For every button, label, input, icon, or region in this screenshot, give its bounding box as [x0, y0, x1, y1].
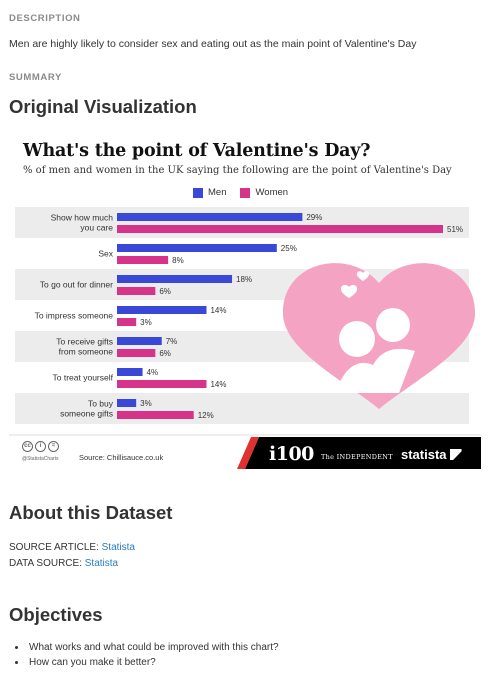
category-label: To treat yourself [53, 373, 114, 383]
legend-item-women: Women [240, 187, 288, 198]
data-label-men: 25% [281, 244, 297, 253]
statista-handle: @StatistaCharts [22, 456, 59, 462]
statista-logo: statista [401, 447, 462, 462]
summary-label: SUMMARY [9, 72, 62, 83]
data-label-men: 3% [140, 399, 152, 408]
data-label-men: 29% [306, 213, 322, 222]
category-label: someone gifts [60, 409, 113, 419]
bar-women [117, 411, 194, 419]
bar-men [117, 337, 162, 345]
silhouette-bodies [335, 348, 415, 393]
bar-men [117, 399, 137, 407]
about-heading: About this Dataset [9, 502, 173, 523]
category-label: Show how much [51, 213, 114, 223]
by-icon: i [35, 441, 46, 452]
visualization-image: 29% 51% Show how much you care 25% 8% Sex 18% 6%… [9, 131, 481, 469]
objectives-heading: Objectives [9, 604, 103, 625]
bar-women [117, 287, 156, 295]
bar-women [117, 318, 137, 326]
description-text: Men are highly likely to consider sex an… [9, 38, 417, 50]
bar-men [117, 213, 303, 221]
footer-bar [245, 437, 481, 469]
bar-women [117, 349, 156, 357]
data-label-women: 3% [140, 318, 152, 327]
bar-men [117, 275, 233, 283]
category-label: To impress someone [35, 311, 114, 321]
silhouette-head-left [339, 321, 375, 357]
data-source-link[interactable]: Statista [84, 558, 119, 569]
chart-title: What's the point of Valentine's Day? [23, 141, 371, 161]
description-label: DESCRIPTION [9, 13, 81, 24]
data-source-line: DATA SOURCE: Statista [9, 558, 118, 569]
category-label: To go out for dinner [40, 280, 113, 290]
category-label: To buy [88, 399, 114, 409]
chart-legend: Men Women [193, 187, 288, 198]
independent-logo: The INDEPENDENT [321, 453, 393, 461]
silhouette-head-right [376, 308, 410, 342]
row-band [15, 393, 469, 424]
bar-women [117, 256, 169, 264]
category-label: Sex [98, 249, 113, 259]
data-label-men: 4% [147, 368, 159, 377]
small-heart-icon [356, 271, 370, 281]
statista-logo-icon [449, 449, 462, 460]
data-label-women: 14% [210, 380, 226, 389]
data-label-women: 6% [159, 349, 171, 358]
objective-item: What works and what could be improved wi… [27, 642, 279, 653]
legend-label-women: Women [255, 187, 289, 198]
creative-commons-icons: cc i = [22, 441, 59, 452]
legend-item-men: Men [193, 187, 226, 198]
bar-women [117, 380, 207, 388]
footer-red-stripe [237, 437, 259, 469]
bar-men [117, 244, 277, 252]
source-article-line: SOURCE ARTICLE: Statista [9, 542, 135, 553]
data-label-women: 6% [159, 287, 171, 296]
heart-illustration [282, 263, 476, 409]
chart-source: Source: Chillisauce.co.uk [79, 453, 164, 462]
source-article-label: SOURCE ARTICLE: [9, 542, 99, 553]
data-label-men: 7% [166, 337, 178, 346]
category-label: To receive gifts [56, 337, 113, 347]
source-article-link[interactable]: Statista [101, 542, 135, 553]
data-label-women: 51% [447, 225, 463, 234]
data-label-women: 8% [172, 256, 184, 265]
objectives-list: What works and what could be improved wi… [27, 642, 279, 672]
data-source-label: DATA SOURCE: [9, 558, 82, 569]
cc-icon: cc [22, 441, 33, 452]
legend-swatch-women [240, 187, 251, 198]
data-label-women: 12% [198, 411, 214, 420]
small-heart-icon [340, 284, 358, 298]
legend-label-men: Men [208, 187, 227, 198]
legend-swatch-men [193, 187, 203, 198]
i100-logo: i100 [269, 443, 314, 465]
bar-women [117, 225, 443, 233]
original-visualization-heading: Original Visualization [9, 96, 197, 117]
category-label: from someone [59, 347, 114, 357]
data-label-men: 14% [210, 306, 226, 315]
bar-men [117, 306, 207, 314]
nd-icon: = [48, 441, 59, 452]
statista-logo-text: statista [401, 447, 447, 462]
chart-subtitle: % of men and women in the UK saying the … [23, 165, 452, 176]
data-label-men: 18% [236, 275, 252, 284]
category-label: you care [80, 223, 113, 233]
objective-item: How can you make it better? [27, 657, 279, 668]
bar-men [117, 368, 143, 376]
